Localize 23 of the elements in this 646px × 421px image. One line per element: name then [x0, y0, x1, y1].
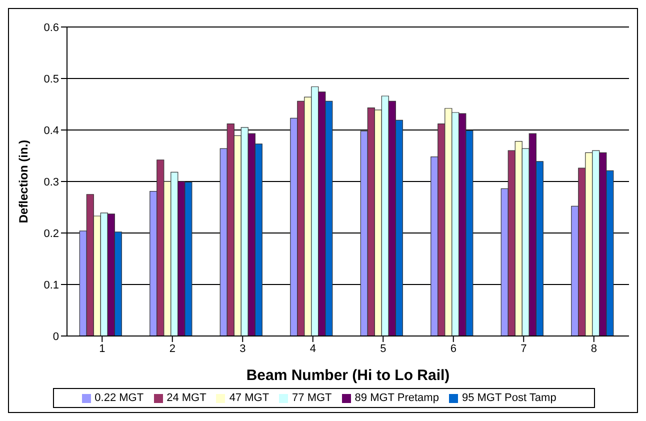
x-tick-label: 3: [240, 342, 246, 355]
x-tick-label: 4: [310, 342, 316, 355]
y-tick-label: 0: [52, 330, 59, 343]
y-tick-label: 0.2: [44, 228, 59, 240]
x-tick-label: 7: [520, 342, 527, 355]
x-tick-label: 8: [590, 342, 597, 355]
y-axis-title: Deflection (in.): [16, 140, 30, 224]
y-tick-label: 0.5: [44, 73, 59, 86]
x-tick-label: 5: [380, 342, 386, 355]
x-tick-label: 2: [169, 342, 176, 355]
y-tick-label: 0.3: [44, 176, 59, 188]
x-tick-label: 1: [99, 342, 106, 355]
legend-label: 95 MGT Post Tamp: [462, 392, 556, 404]
legend-label: 0.22 MGT: [94, 392, 144, 404]
legend-label: 89 MGT Pretamp: [354, 392, 439, 404]
x-tick-label: 6: [450, 342, 456, 355]
y-tick-label: 0.4: [44, 124, 59, 137]
y-tick-label: 0.6: [44, 22, 59, 34]
legend-label: 77 MGT: [292, 392, 332, 404]
x-axis-title: Beam Number (Hi to Lo Rail): [246, 367, 450, 384]
legend-label: 24 MGT: [166, 392, 206, 404]
legend-label: 47 MGT: [229, 392, 270, 404]
y-tick-label: 0.1: [44, 279, 59, 292]
